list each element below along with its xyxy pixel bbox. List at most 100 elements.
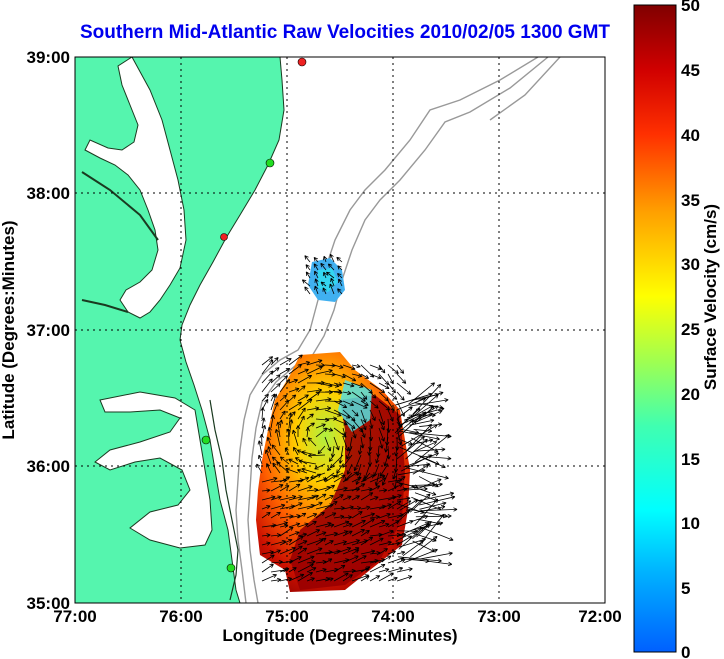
velocity-arrow: [414, 498, 439, 526]
velocity-arrow: [261, 563, 274, 573]
velocity-arrow: [278, 419, 284, 429]
velocity-arrow: [271, 444, 281, 456]
colorbar-tick-label: 5: [681, 579, 690, 598]
velocity-arrow: [333, 382, 343, 387]
velocity-arrow: [406, 467, 449, 480]
velocity-arrow: [297, 512, 307, 519]
velocity-arrow: [351, 363, 361, 369]
velocity-arrow: [378, 400, 391, 411]
x-tick-label: 73:00: [477, 607, 520, 626]
velocity-arrow: [288, 545, 303, 555]
velocity-arrow: [301, 279, 311, 287]
velocity-arrow: [342, 418, 356, 429]
velocity-arrow: [285, 467, 299, 474]
velocity-arrow: [324, 512, 337, 519]
colorbar-tick-label: 40: [681, 126, 700, 145]
velocity-arrow: [270, 577, 282, 583]
velocity-arrow: [288, 378, 299, 384]
velocity-arrow: [378, 382, 390, 390]
velocity-arrow: [315, 559, 327, 565]
colorbar-tick-label: 30: [681, 255, 700, 274]
velocity-arrow: [360, 373, 370, 379]
velocity-arrow: [419, 501, 447, 510]
velocity-arrow: [360, 436, 365, 449]
velocity-arrow: [288, 567, 297, 573]
velocity-arrow: [264, 449, 272, 465]
velocity-arrow: [378, 427, 385, 442]
velocity-arrow: [378, 418, 385, 431]
grid-lines: [75, 57, 605, 603]
velocity-arrow: [396, 476, 406, 483]
velocity-arrow: [324, 475, 336, 483]
velocity-arrow: [346, 445, 353, 460]
velocity-arrow: [288, 387, 300, 393]
velocity-arrow: [306, 513, 318, 519]
station-marker-green: [265, 158, 275, 168]
velocity-arrow: [257, 440, 263, 456]
velocity-arrow: [360, 400, 369, 407]
velocity-arrow: [306, 560, 316, 565]
velocity-arrow: [261, 476, 278, 483]
velocity-arrow: [297, 563, 314, 573]
velocity-arrow: [279, 485, 290, 492]
velocity-arrow: [261, 378, 273, 393]
velocity-arrow: [326, 271, 335, 279]
velocity-arrow: [415, 513, 452, 519]
velocity-arrow: [396, 391, 405, 401]
velocity-arrow: [297, 375, 313, 384]
velocity-arrow: [322, 287, 327, 295]
velocity-arrow: [261, 505, 271, 510]
velocity-arrow: [261, 511, 271, 519]
velocity-arrow: [378, 522, 390, 528]
colorbar-tick-label: 15: [681, 450, 700, 469]
velocity-arrow: [288, 354, 303, 366]
velocity-arrow: [333, 506, 345, 511]
velocity-arrow: [333, 400, 348, 408]
velocity-arrow: [288, 502, 303, 510]
velocity-arrow: [301, 467, 317, 474]
velocity-arrow: [342, 530, 353, 537]
velocity-arrow: [305, 271, 311, 279]
velocity-arrow: [408, 438, 434, 446]
colorbar-tick-label: 20: [681, 385, 700, 404]
velocity-arrow: [378, 548, 388, 555]
velocity-arrow: [284, 447, 290, 456]
velocity-arrow: [403, 548, 438, 564]
velocity-arrow: [270, 511, 281, 519]
velocity-arrow: [398, 526, 424, 550]
velocity-arrow: [337, 265, 343, 271]
velocity-arrow: [360, 536, 374, 546]
x-tick-label: 75:00: [265, 607, 308, 626]
velocity-arrow: [396, 529, 418, 534]
velocity-arrow: [307, 437, 317, 447]
velocity-arrow: [334, 472, 344, 478]
velocity-arrow: [315, 531, 327, 537]
velocity-arrow: [313, 256, 319, 263]
velocity-arrow: [369, 373, 382, 380]
velocity-arrow: [324, 540, 334, 546]
velocity-arrow: [360, 418, 367, 431]
velocity-arrow: [288, 394, 297, 402]
velocity-arrow: [342, 539, 360, 546]
velocity-arrow: [342, 487, 361, 492]
velocity-arrow: [408, 413, 436, 418]
velocity-arrow: [369, 391, 377, 399]
velocity-arrow: [314, 278, 319, 287]
velocity-arrow: [342, 522, 353, 528]
velocity-arrow: [342, 471, 359, 483]
velocity-arrow: [404, 486, 428, 492]
x-axis-label: Longitude (Degrees:Minutes): [222, 626, 457, 645]
colorbar-tick-label: 0: [681, 643, 690, 659]
velocity-arrow: [357, 445, 363, 455]
velocity-arrow: [333, 494, 344, 501]
velocity-arrow: [337, 288, 343, 295]
velocity-arrow: [315, 423, 326, 429]
velocity-arrow: [288, 514, 301, 519]
velocity-arrow: [260, 407, 265, 420]
velocity-arrow: [342, 574, 353, 582]
velocity-arrow: [288, 535, 304, 546]
velocity-arrow: [267, 446, 272, 456]
station-marker-green: [226, 563, 236, 573]
velocity-arrow: [387, 566, 404, 573]
velocity-arrow: [333, 373, 346, 379]
